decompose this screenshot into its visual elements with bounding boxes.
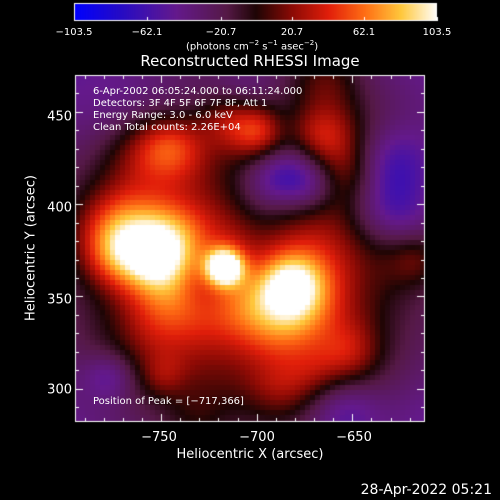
x-tick-label: −750 xyxy=(141,430,177,445)
y-tick-label: 300 xyxy=(47,382,72,398)
chart-title: Reconstructed RHESSI Image xyxy=(140,52,360,70)
colorbar-units: (photons cm−2 s−1 asec−2) xyxy=(186,39,319,53)
x-tick-label: −650 xyxy=(336,430,372,445)
colorbar-tick-label: −20.7 xyxy=(205,27,237,38)
x-axis-label: Heliocentric X (arcsec) xyxy=(176,447,324,462)
plot-timestamp: 28-Apr-2022 05:21 xyxy=(360,482,492,498)
colorbar-tick-label: 62.1 xyxy=(352,27,376,38)
annotation-clean-counts: Clean Total counts: 2.26E+04 xyxy=(93,122,241,133)
annotation-time-range: 6-Apr-2002 06:05:24.000 to 06:11:24.000 xyxy=(93,86,303,97)
y-tick-label: 450 xyxy=(47,109,72,125)
y-axis-label: Heliocentric Y (arcsec) xyxy=(23,175,39,321)
colorbar-tick-label: −103.5 xyxy=(55,27,93,38)
annotation-energy-range: Energy Range: 3.0 - 6.0 keV xyxy=(93,110,233,121)
colorbar-tick-label: 20.7 xyxy=(280,27,304,38)
y-tick-label: 350 xyxy=(47,292,72,308)
annotation-detectors: Detectors: 3F 4F 5F 6F 7F 8F, Att 1 xyxy=(93,98,268,109)
colorbar-tick-label: 103.5 xyxy=(422,27,452,38)
y-tick-label: 400 xyxy=(47,200,72,216)
colorbar-tick-label: −62.1 xyxy=(131,27,163,38)
peak-position-label: Position of Peak = [−717,366] xyxy=(93,396,244,407)
x-tick-label: −700 xyxy=(239,430,275,445)
